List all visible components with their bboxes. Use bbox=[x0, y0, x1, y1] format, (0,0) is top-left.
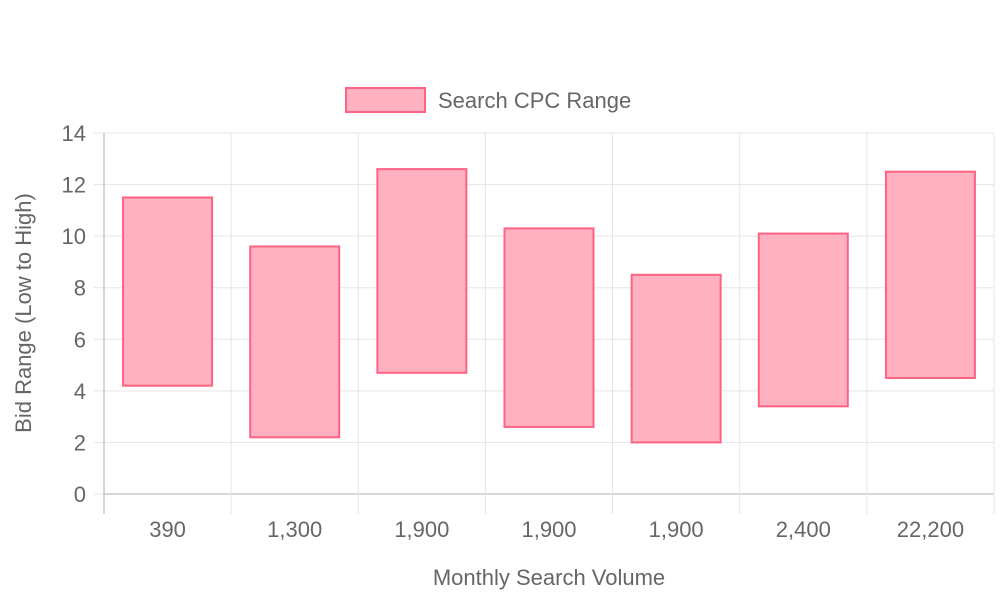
range-bar bbox=[249, 245, 341, 439]
bars bbox=[122, 168, 976, 444]
legend-swatch bbox=[345, 87, 426, 113]
y-tick-labels: 0 2 4 6 8 10 12 14 bbox=[62, 121, 86, 507]
y-tick-label: 12 bbox=[62, 173, 86, 198]
range-bar bbox=[122, 196, 214, 387]
legend[interactable]: Search CPC Range bbox=[345, 87, 631, 113]
legend-label: Search CPC Range bbox=[438, 88, 631, 113]
x-tick-label: 1,900 bbox=[394, 517, 449, 542]
range-bar bbox=[757, 232, 849, 408]
range-bar bbox=[376, 168, 468, 374]
x-axis-title: Monthly Search Volume bbox=[433, 565, 665, 590]
y-tick-label: 4 bbox=[74, 379, 86, 404]
y-tick-label: 14 bbox=[62, 121, 86, 146]
x-tick-label: 1,300 bbox=[267, 517, 322, 542]
y-tick-label: 2 bbox=[74, 430, 86, 455]
x-tick-label: 1,900 bbox=[521, 517, 576, 542]
x-tick-label: 2,400 bbox=[776, 517, 831, 542]
x-tick-label: 1,900 bbox=[649, 517, 704, 542]
y-tick-label: 6 bbox=[74, 327, 86, 352]
x-tick-labels: 390 1,300 1,900 1,900 1,900 2,400 22,200 bbox=[149, 517, 964, 542]
x-tick-label: 390 bbox=[149, 517, 186, 542]
range-bar bbox=[630, 273, 722, 444]
x-tick-label: 22,200 bbox=[897, 517, 964, 542]
y-tick-label: 8 bbox=[74, 276, 86, 301]
y-tick-label: 0 bbox=[74, 482, 86, 507]
y-axis-title: Bid Range (Low to High) bbox=[11, 193, 36, 433]
range-bar bbox=[503, 227, 595, 428]
y-tick-label: 10 bbox=[62, 224, 86, 249]
range-bar bbox=[884, 170, 976, 379]
